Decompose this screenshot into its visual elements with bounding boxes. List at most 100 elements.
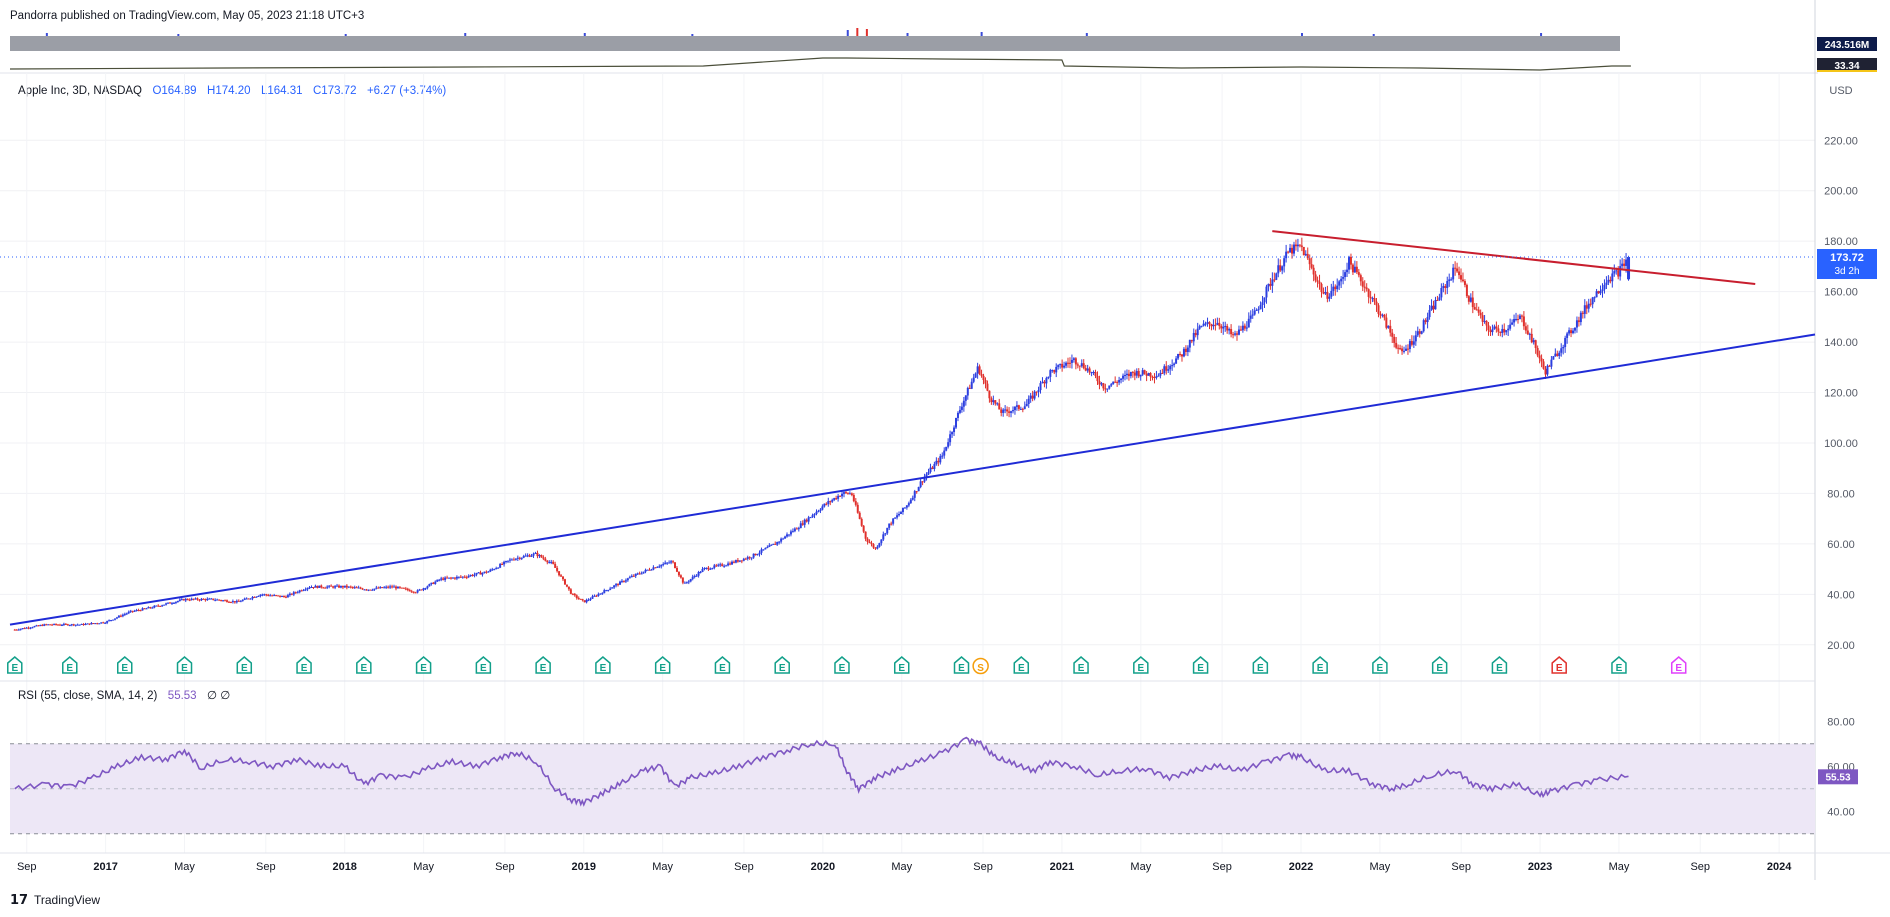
candle-body [1082, 363, 1085, 369]
candle-body [377, 587, 380, 589]
candle-body [1450, 279, 1453, 281]
earnings-event-icon[interactable]: E [1491, 656, 1508, 674]
candle-body [575, 595, 578, 598]
earnings-event-icon[interactable]: E [296, 656, 312, 674]
candle-body [119, 615, 122, 617]
earnings-event-icon[interactable]: E [1073, 656, 1089, 674]
earnings-event-icon[interactable]: E [1551, 656, 1567, 674]
event-letter: E [1078, 663, 1085, 674]
candle-body [817, 510, 820, 512]
candle-body [1575, 320, 1578, 328]
candle-body [188, 599, 191, 601]
candle-body [88, 623, 91, 625]
candle-body [1344, 272, 1347, 277]
candle-body [813, 513, 816, 516]
candle-body [929, 467, 932, 473]
earnings-event-icon[interactable]: E [654, 656, 671, 674]
earnings-event-icon[interactable]: E [1611, 656, 1627, 674]
candle-body [672, 561, 675, 563]
earnings-event-shape [62, 656, 78, 674]
candle-body [514, 558, 517, 560]
candle-body [25, 627, 28, 629]
earnings-event-icon[interactable]: E [7, 656, 23, 674]
candle-body [459, 576, 462, 578]
candle-body [1416, 331, 1419, 336]
volume-value-label: 243.516M [1825, 40, 1869, 51]
candle-body [434, 581, 437, 584]
earnings-event-icon[interactable]: E [953, 656, 970, 674]
candle-body [178, 599, 181, 602]
candle-body [1043, 381, 1046, 384]
resistance-trendline[interactable] [1272, 230, 1756, 286]
earnings-event-icon[interactable]: E [1192, 656, 1209, 674]
upcoming-earnings-icon[interactable]: E [1670, 656, 1687, 674]
support-trendline[interactable] [9, 333, 1816, 626]
candle-body [654, 567, 657, 569]
time-tick-label: 2018 [332, 861, 356, 873]
candle-body [294, 592, 297, 594]
earnings-event-icon[interactable]: E [117, 656, 133, 674]
time-axis[interactable]: Sep 2017 May Sep 2018 May Sep 2019 May Sep 2020 May… [17, 861, 1792, 873]
candle-body [609, 588, 612, 590]
earnings-event-icon[interactable]: E [356, 656, 372, 674]
last-price-badge [1817, 249, 1877, 280]
candle-body [1186, 347, 1189, 352]
earnings-event-icon[interactable]: E [1372, 656, 1388, 674]
candle-body [1027, 398, 1030, 404]
earnings-event-icon[interactable]: E [1252, 656, 1269, 674]
earnings-event-icon[interactable]: E [893, 656, 910, 674]
candle-body [1552, 356, 1555, 360]
candle-body [1281, 266, 1284, 271]
candle-body [1369, 296, 1372, 299]
earnings-event-icon[interactable]: E [62, 656, 78, 674]
volume-spike [906, 33, 909, 36]
earnings-event-icon[interactable]: E [535, 656, 551, 674]
split-event-icon[interactable]: S [972, 657, 989, 675]
candle-body [308, 587, 311, 589]
candle-body [1516, 318, 1519, 320]
candle-body [577, 597, 580, 599]
candle-body [1481, 315, 1484, 322]
candle-body [662, 563, 665, 565]
candle-body [1298, 244, 1301, 246]
earnings-event-icon[interactable]: E [834, 656, 850, 674]
earnings-event-icon[interactable]: E [714, 656, 731, 674]
candle-body [1198, 326, 1201, 329]
candle-body [169, 602, 172, 604]
candle-body [992, 400, 995, 403]
time-tick-label: May [1609, 861, 1630, 873]
earnings-event-icon[interactable]: E [1431, 656, 1448, 674]
candle-body [791, 531, 794, 533]
candle-body [780, 538, 783, 542]
tradingview-logo[interactable]: 𝟭𝟳 TradingView [10, 892, 100, 907]
earnings-event-icon[interactable]: E [415, 656, 432, 674]
candle-body [988, 390, 991, 399]
candle-body [652, 567, 655, 570]
earnings-event-icon[interactable]: E [595, 656, 611, 674]
candle-body [1458, 271, 1461, 276]
candle-body [876, 546, 879, 549]
candle-body [1106, 388, 1109, 390]
candle-body [137, 610, 140, 612]
earnings-event-icon[interactable]: E [774, 656, 790, 674]
candle-body [224, 600, 227, 602]
candle-body [310, 587, 313, 589]
candle-body [697, 572, 700, 576]
earnings-event-icon[interactable]: E [236, 656, 253, 674]
candle-body [1300, 245, 1303, 247]
candle-body [204, 599, 207, 601]
earnings-event-icon[interactable]: E [475, 656, 492, 674]
earnings-event-icon[interactable]: E [1133, 656, 1149, 674]
candle-body [854, 501, 857, 505]
earnings-event-icon[interactable]: E [176, 656, 193, 674]
candle-body [1065, 362, 1068, 366]
price-axis[interactable]: 220.00 200.00 180.00 160.00 140.00 120.00 100.… [1824, 135, 1858, 652]
earnings-event-icon[interactable]: E [1013, 656, 1030, 674]
volume-spike [856, 28, 859, 36]
earnings-event-icon[interactable]: E [1312, 656, 1328, 674]
publisher-caption: Pandorra published on TradingView.com, M… [10, 10, 364, 22]
candle-body [1520, 315, 1523, 317]
